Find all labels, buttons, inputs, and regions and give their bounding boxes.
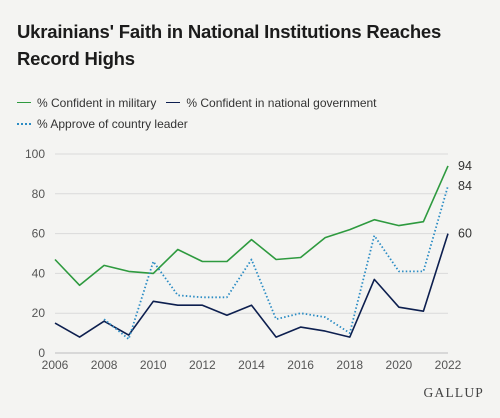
x-tick-label: 2020 bbox=[386, 358, 413, 372]
legend-swatch-military bbox=[17, 102, 31, 103]
series-line-1 bbox=[54, 233, 449, 338]
end-label-series-1: 60 bbox=[458, 227, 472, 241]
y-tick-label: 60 bbox=[32, 227, 46, 241]
y-tick-label: 40 bbox=[32, 266, 46, 280]
legend-row-1: % Confident in military % Confident in n… bbox=[17, 92, 487, 113]
x-tick-label: 2016 bbox=[287, 358, 314, 372]
legend-label-military: % Confident in military bbox=[37, 95, 157, 110]
legend-label-leader: % Approve of country leader bbox=[37, 116, 188, 131]
legend-item-military: % Confident in military bbox=[17, 96, 156, 110]
x-tick-label: 2012 bbox=[189, 358, 216, 372]
y-tick-label: 0 bbox=[38, 346, 45, 360]
legend-label-government: % Confident in national government bbox=[186, 95, 377, 110]
source-logo: GALLUP bbox=[423, 385, 484, 400]
y-tick-label: 100 bbox=[25, 147, 45, 161]
x-tick-label: 2008 bbox=[91, 358, 118, 372]
legend-item-government: % Confident in national government bbox=[166, 95, 377, 110]
legend-swatch-government bbox=[166, 102, 181, 103]
series-line-0 bbox=[54, 165, 449, 287]
legend: % Confident in military % Confident in n… bbox=[17, 92, 487, 134]
legend-item-leader: % Approve of country leader bbox=[17, 117, 188, 131]
x-tick-label: 2010 bbox=[140, 358, 167, 372]
x-tick-label: 2018 bbox=[336, 358, 363, 372]
end-label-series-0: 94 bbox=[458, 159, 472, 173]
series-line-2 bbox=[103, 185, 449, 341]
x-tick-label: 2022 bbox=[435, 358, 462, 372]
end-label-series-2: 84 bbox=[458, 179, 472, 193]
y-tick-label: 80 bbox=[32, 187, 46, 201]
y-tick-label: 20 bbox=[32, 306, 46, 320]
x-tick-label: 2014 bbox=[238, 358, 265, 372]
legend-row-2: % Approve of country leader bbox=[17, 113, 487, 134]
x-tick-label: 2006 bbox=[42, 358, 69, 372]
chart-title: Ukrainians' Faith in National Institutio… bbox=[17, 21, 442, 69]
legend-swatch-leader bbox=[17, 122, 31, 125]
